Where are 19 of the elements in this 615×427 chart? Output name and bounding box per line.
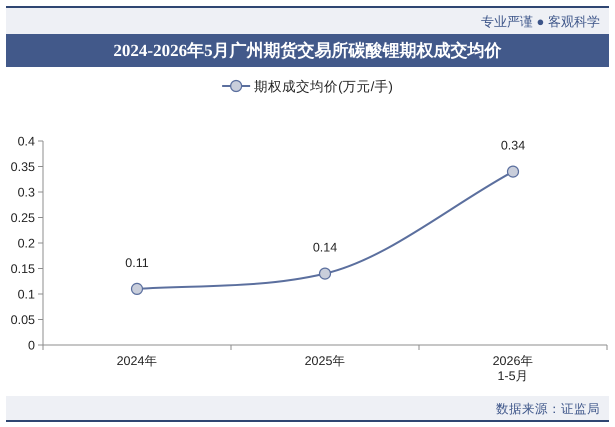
- data-label: 0.11: [125, 256, 149, 270]
- data-label: 0.34: [500, 138, 526, 153]
- annotation: 专业严谨 ● 客观科学: [480, 14, 600, 29]
- y-tick: 0.15: [10, 262, 35, 276]
- y-tick: 0: [28, 338, 35, 352]
- y-tick: 0.35: [10, 160, 35, 174]
- y-tick: 0.1: [18, 288, 35, 302]
- y-tick: 0.4: [18, 134, 35, 148]
- data-label: 0.14: [312, 240, 338, 255]
- y-tick: 0.05: [10, 313, 35, 327]
- legend-label: 期权成交均价(万元/手): [254, 79, 393, 94]
- x-tick: 2026年 1-5月: [492, 354, 534, 383]
- title: 2024-2026年5月广州期货交易所碳酸锂期权成交均价: [113, 41, 502, 60]
- y-tick: 0.25: [10, 211, 35, 225]
- y-tick: 0.3: [18, 186, 35, 200]
- y-tick: 0.2: [18, 236, 35, 250]
- x-tick: 2025年: [304, 354, 346, 368]
- x-tick: 2024年: [116, 354, 158, 368]
- annotation: 数据来源：证监局: [496, 402, 600, 416]
